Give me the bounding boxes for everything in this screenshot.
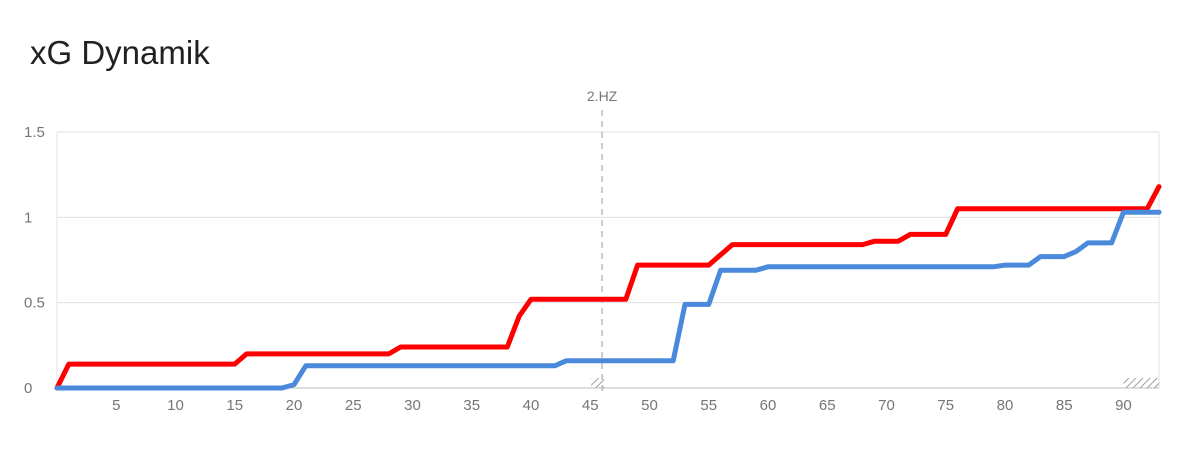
x-tick-label: 40 bbox=[523, 397, 540, 414]
series-line-blue bbox=[54, 209, 1162, 391]
x-tick-label: 10 bbox=[167, 397, 184, 414]
series-line-red bbox=[54, 184, 1162, 391]
x-tick-label: 60 bbox=[760, 397, 777, 414]
x-tick-label: 80 bbox=[997, 397, 1014, 414]
x-tick-label: 90 bbox=[1115, 397, 1132, 414]
y-tick-label: 1 bbox=[24, 209, 32, 226]
x-tick-label: 5 bbox=[112, 397, 120, 414]
x-tick-label: 85 bbox=[1056, 397, 1073, 414]
x-tick-label: 65 bbox=[819, 397, 836, 414]
x-tick-label: 25 bbox=[345, 397, 362, 414]
x-tick-label: 75 bbox=[937, 397, 954, 414]
halftime-hatch bbox=[591, 378, 605, 388]
y-tick-label: 0.5 bbox=[24, 295, 45, 312]
x-tick-label: 45 bbox=[582, 397, 599, 414]
x-tick-label: 70 bbox=[878, 397, 895, 414]
x-tick-label: 30 bbox=[404, 397, 421, 414]
halftime-marker-label: 2.HZ bbox=[587, 88, 618, 104]
x-tick-label: 15 bbox=[226, 397, 243, 414]
x-tick-label: 35 bbox=[463, 397, 480, 414]
y-tick-label: 0 bbox=[24, 380, 32, 397]
y-tick-label: 1.5 bbox=[24, 124, 45, 141]
fulltime-hatch bbox=[1123, 378, 1159, 388]
x-tick-label: 20 bbox=[286, 397, 303, 414]
x-tick-label: 55 bbox=[700, 397, 717, 414]
chart-title: xG Dynamik bbox=[30, 34, 210, 71]
x-tick-label: 50 bbox=[641, 397, 658, 414]
